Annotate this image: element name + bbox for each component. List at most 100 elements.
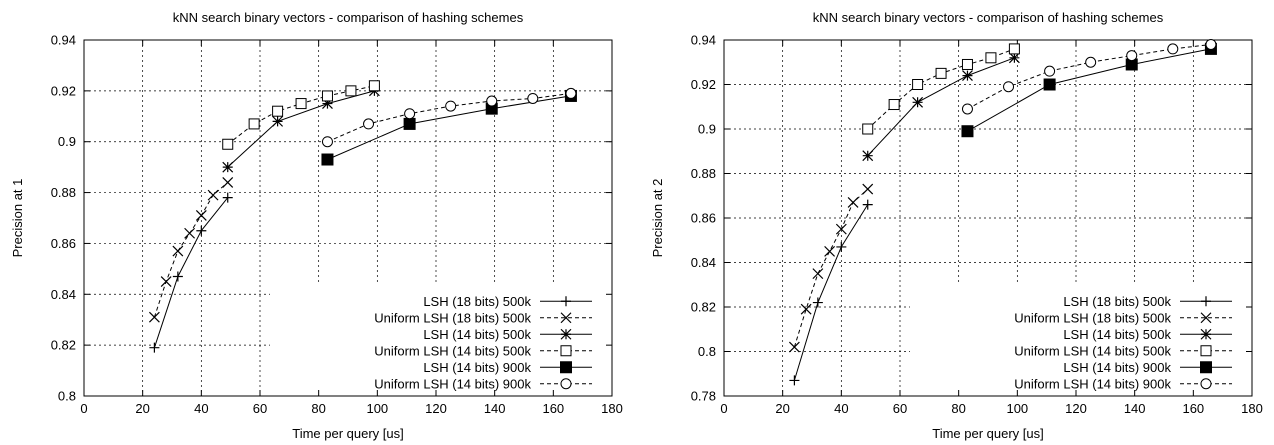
data-point [1003, 81, 1015, 93]
data-point [363, 118, 375, 130]
x-tick-label: 40 [834, 401, 848, 416]
y-tick-label: 0.86 [691, 211, 716, 226]
y-tick-label: 0.84 [51, 287, 76, 302]
data-point [272, 105, 284, 117]
chart-title: kNN search binary vectors - comparison o… [813, 10, 1164, 25]
data-point [172, 271, 183, 282]
data-point [812, 297, 823, 308]
series-square-open [222, 80, 380, 150]
y-axis-label: Precision at 1 [10, 179, 25, 258]
x-tick-label: 140 [1124, 401, 1146, 416]
data-point [836, 241, 847, 252]
data-point [1126, 50, 1138, 62]
legend-label: Uniform LSH (14 bits) 500k [1014, 343, 1171, 358]
legend-label: LSH (18 bits) 500k [423, 294, 531, 309]
data-point [1205, 38, 1217, 50]
data-point [184, 227, 196, 239]
data-point [912, 96, 924, 108]
legend-marker [560, 378, 572, 390]
y-tick-label: 0.82 [691, 300, 716, 315]
data-point [295, 98, 307, 110]
x-axis-label: Time per query [us] [292, 426, 404, 441]
legend-label: LSH (14 bits) 900k [1063, 360, 1171, 375]
series-line [867, 57, 1015, 157]
legend-marker [1200, 345, 1212, 357]
x-tick-label: 140 [484, 401, 506, 416]
chart-title: kNN search binary vectors - comparison o… [173, 10, 524, 25]
data-point [222, 192, 233, 203]
data-point [403, 117, 416, 130]
series-line [793, 188, 869, 348]
data-point [195, 210, 207, 221]
series-circle-open [961, 38, 1217, 115]
x-tick-label: 20 [775, 401, 789, 416]
series-cross [148, 176, 234, 323]
y-tick-label: 0.92 [51, 83, 76, 98]
y-tick-label: 0.94 [51, 33, 76, 48]
x-axis-label: Time per query [us] [932, 426, 1044, 441]
data-point [196, 225, 207, 236]
plot-frame [83, 39, 613, 397]
series-circle-open [321, 87, 577, 148]
series-plus [789, 199, 873, 386]
data-point [222, 176, 234, 188]
legend-marker [560, 345, 572, 357]
data-point [368, 80, 380, 92]
data-point [321, 153, 334, 166]
data-point [160, 276, 172, 287]
legend-label: LSH (18 bits) 500k [1063, 294, 1171, 309]
y-tick-label: 0.94 [691, 33, 716, 48]
data-point [985, 52, 997, 64]
y-axis-label: Precision at 2 [650, 179, 665, 258]
data-point [847, 197, 859, 208]
legend-label: Uniform LSH (14 bits) 500k [374, 343, 531, 358]
legend-marker [1200, 312, 1212, 324]
legend-label: Uniform LSH (14 bits) 900k [374, 376, 531, 391]
y-tick-label: 0.78 [691, 389, 716, 404]
legend-label: Uniform LSH (18 bits) 500k [1014, 310, 1171, 325]
legend-label: Uniform LSH (14 bits) 900k [1014, 376, 1171, 391]
series-square-open [862, 43, 1020, 135]
plot-frame [723, 39, 1253, 397]
legend-marker [561, 296, 571, 307]
x-tick-label: 160 [542, 401, 564, 416]
grid [84, 40, 612, 396]
data-point [961, 103, 973, 115]
x-tick-label: 20 [135, 401, 149, 416]
legend-label: LSH (14 bits) 500k [1063, 327, 1171, 342]
series-star [862, 52, 1020, 162]
data-point [207, 189, 219, 201]
y-tick-label: 0.86 [51, 236, 76, 251]
legend-marker [1200, 328, 1212, 340]
data-point [961, 125, 974, 138]
data-point [321, 136, 333, 148]
axis-ticks: 0 20 40 60 80 100 120 140 160 180 0.78 0.8 0.82 0.84 0… [691, 33, 1263, 417]
data-point [321, 90, 333, 102]
data-point [888, 99, 900, 111]
data-point [1043, 78, 1056, 91]
x-tick-label: 60 [893, 401, 907, 416]
x-tick-label: 0 [80, 401, 87, 416]
data-point [961, 58, 973, 70]
y-tick-label: 0.9 [58, 134, 76, 149]
data-point [862, 183, 874, 195]
y-tick-label: 0.84 [691, 255, 716, 270]
x-tick-label: 80 [311, 401, 325, 416]
data-point [862, 150, 874, 162]
y-tick-label: 0.82 [51, 338, 76, 353]
legend-label: LSH (14 bits) 900k [423, 360, 531, 375]
data-point [789, 375, 800, 386]
data-point [800, 303, 812, 315]
legend-marker [560, 328, 572, 340]
x-tick-label: 120 [425, 401, 447, 416]
legend-marker [1201, 296, 1211, 307]
data-point [812, 268, 824, 280]
series-line [793, 204, 869, 381]
data-point [345, 85, 357, 97]
data-point [322, 98, 333, 109]
series-plus [149, 192, 233, 353]
legend-marker [1200, 378, 1212, 390]
x-tick-label: 0 [720, 401, 727, 416]
series-line [153, 197, 229, 348]
chart-precision-at-2: kNN search binary vectors - comparison o… [650, 10, 1263, 441]
